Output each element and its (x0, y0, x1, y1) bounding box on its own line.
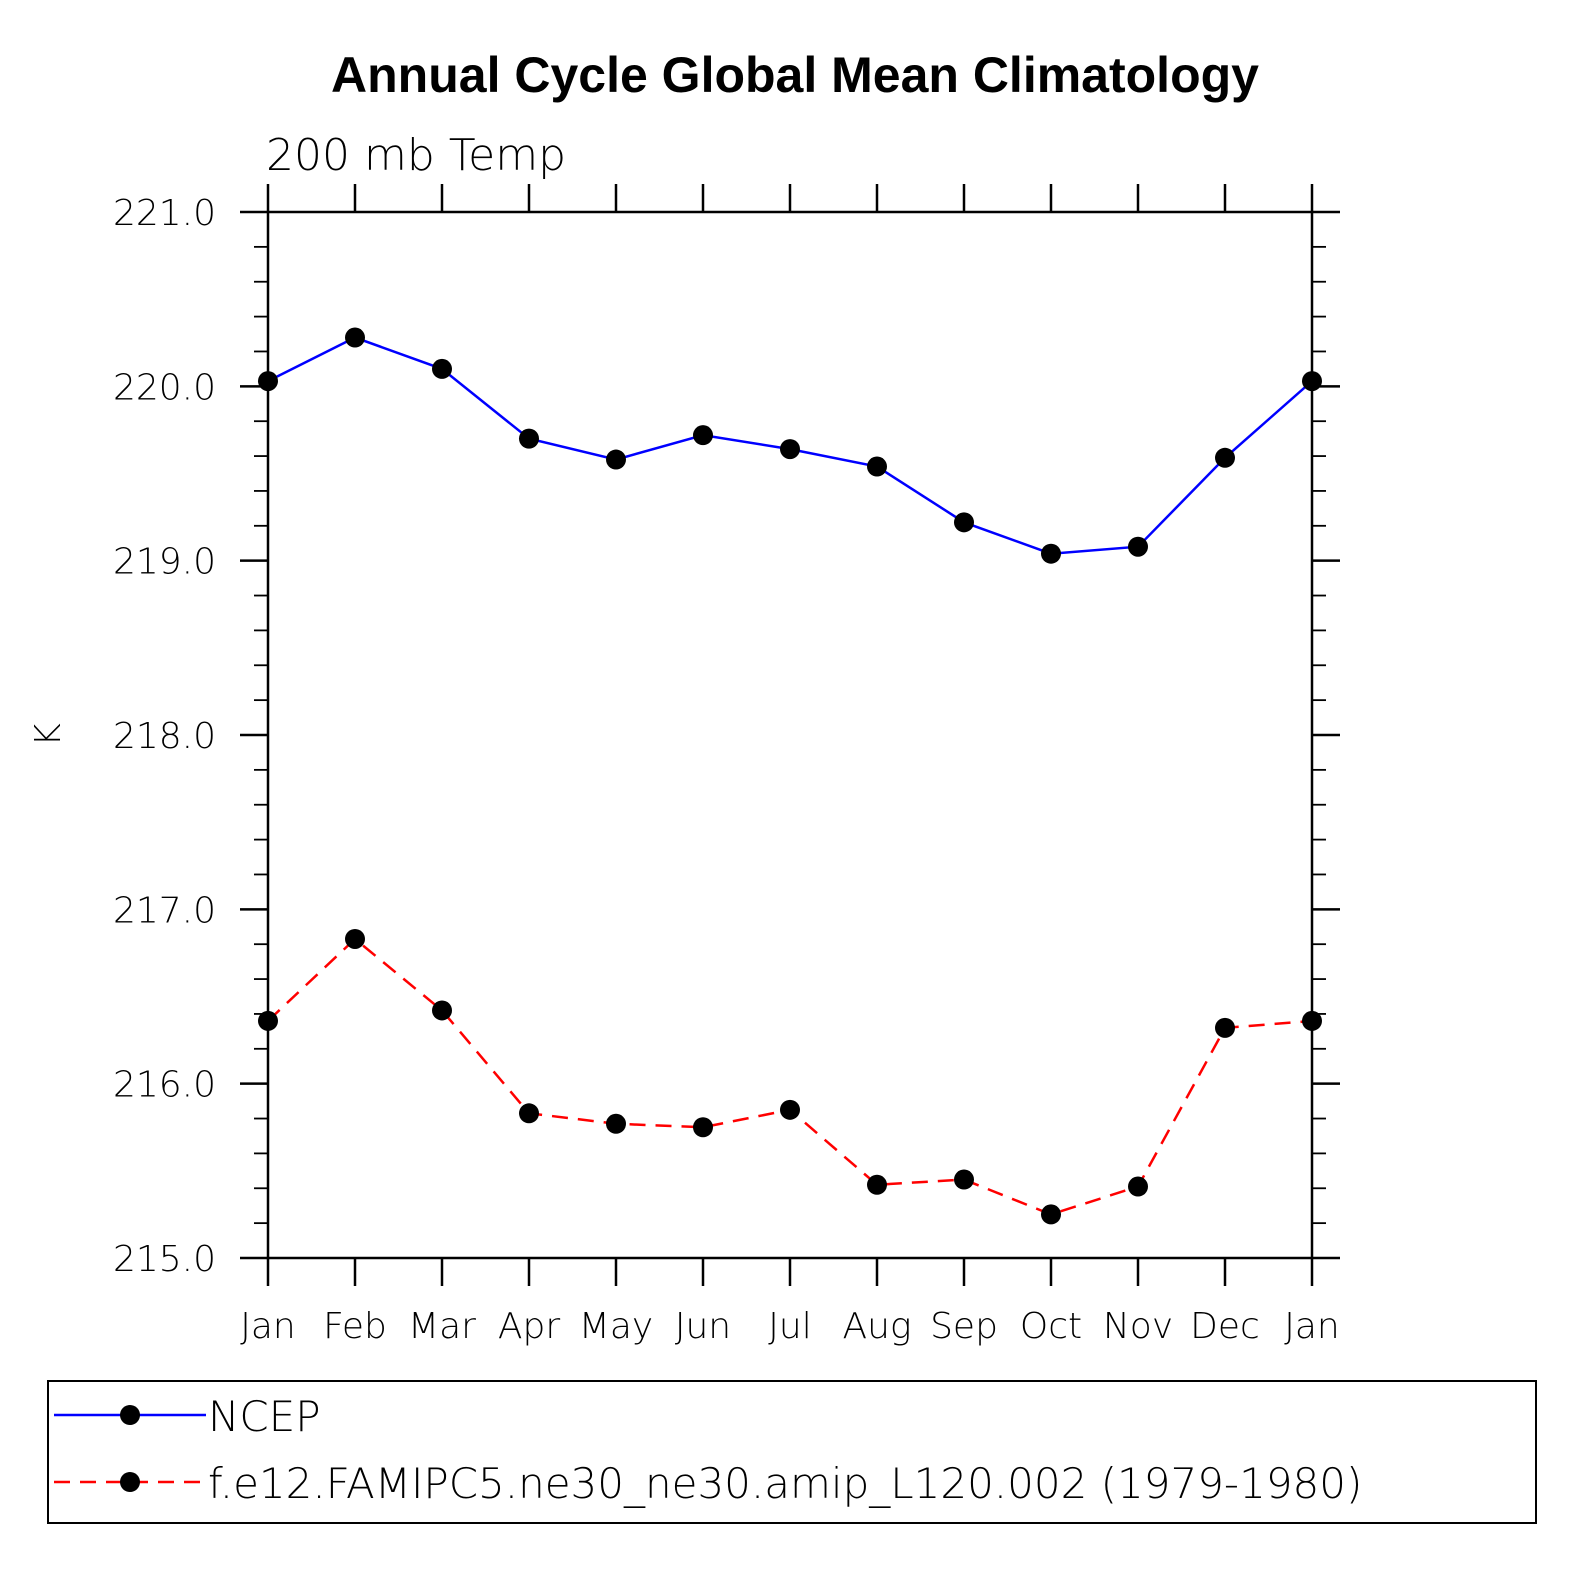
legend-label-2: f.e12.FAMIPC5.ne30_ne30.amip_L120.002 (1… (208, 1459, 1362, 1508)
legend-label-1: NCEP (208, 1392, 321, 1441)
series-1-point (519, 428, 539, 449)
y-tick-label: 218.0 (113, 716, 216, 757)
x-tick-label: Sep (930, 1306, 998, 1347)
x-tick-label: Jan (240, 1306, 296, 1347)
y-tick-label: 216.0 (113, 1065, 216, 1106)
legend-swatch-marker-1 (120, 1405, 140, 1425)
x-tick-label: Dec (1190, 1306, 1260, 1347)
y-tick-label: 220.0 (113, 367, 216, 408)
series-2-point (1215, 1017, 1235, 1038)
series-layer (258, 327, 1322, 1225)
series-2-point (1128, 1176, 1148, 1197)
series-1-point (780, 439, 800, 460)
series-2-point (693, 1117, 713, 1138)
series-2-point (867, 1174, 887, 1195)
legend: NCEP f.e12.FAMIPC5.ne30_ne30.amip_L120.00… (47, 1380, 1537, 1524)
series-1-point (606, 449, 626, 470)
x-tick-label: Apr (498, 1306, 560, 1347)
legend-swatch-marker-2 (120, 1472, 140, 1492)
x-tick-label: Jan (1284, 1306, 1340, 1347)
series-1-point (1041, 543, 1061, 564)
series-1-point (693, 425, 713, 446)
axes: 215.0 216.0 217.0 218.0 219.0 220.0 221.0 Jan Fe… (113, 184, 1340, 1347)
x-tick-label: Jul (768, 1306, 811, 1347)
x-tick-label: Feb (323, 1306, 387, 1347)
series-line-2 (267, 937, 1313, 1216)
x-tick-label: Mar (408, 1306, 476, 1347)
y-tick-label: 215.0 (113, 1239, 216, 1280)
x-tick-label: Aug (842, 1306, 911, 1347)
x-tick-label: Oct (1020, 1306, 1082, 1347)
series-1-point (954, 512, 974, 533)
series-1-point (345, 327, 365, 348)
series-1-point (1215, 447, 1235, 468)
series-2-point (519, 1103, 539, 1124)
y-tick-label: 217.0 (113, 890, 216, 931)
series-1-point (1302, 371, 1322, 392)
y-tick-label: 221.0 (113, 193, 216, 234)
series-2-point (954, 1169, 974, 1190)
series-2-point (1041, 1204, 1061, 1225)
series-2-point (1302, 1010, 1322, 1031)
x-tick-label: Jun (675, 1306, 731, 1347)
series-2-point (258, 1010, 278, 1031)
chart-title: Annual Cycle Global Mean Climatology (331, 47, 1259, 103)
series-1-point (1128, 536, 1148, 557)
series-2-point (345, 928, 365, 949)
series-2-point (606, 1113, 626, 1134)
chart-subtitle: 200 mb Temp (266, 130, 566, 181)
series-1-point (867, 456, 887, 477)
x-tick-label: Nov (1103, 1306, 1173, 1347)
series-2-point (432, 1000, 452, 1021)
y-axis-label: K (28, 723, 69, 747)
x-tick-label: May (579, 1306, 653, 1347)
y-tick-label: 219.0 (113, 542, 216, 583)
legend-box (47, 1380, 1537, 1524)
series-2-point (780, 1099, 800, 1120)
series-1-point (432, 358, 452, 379)
series-1-point (258, 371, 278, 392)
